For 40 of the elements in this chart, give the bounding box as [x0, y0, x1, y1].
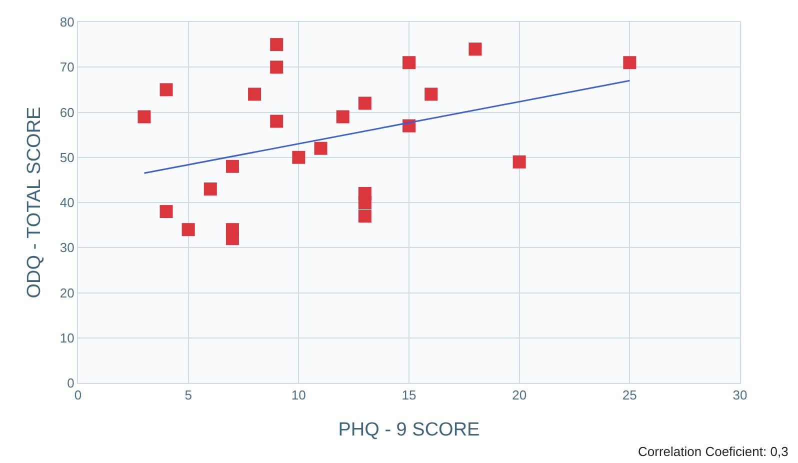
x-tick-label: 10 — [291, 388, 306, 403]
text: Correlation Coeficient: 0,3 — [638, 444, 788, 459]
point — [623, 56, 636, 70]
point — [160, 83, 173, 96]
point — [292, 150, 306, 164]
y-tick-label: 80 — [60, 14, 74, 30]
x-axis-title: PHQ - 9 SCORE — [338, 419, 480, 440]
point — [204, 182, 217, 196]
y-tick-label: 20 — [60, 285, 74, 300]
y-tick-label: 0 — [67, 376, 74, 391]
point — [358, 196, 372, 209]
point — [358, 96, 372, 110]
y-tick-label: 40 — [60, 195, 74, 210]
point — [138, 110, 151, 124]
point — [248, 88, 262, 101]
point — [314, 142, 328, 155]
y-axis-title: ODQ - TOTAL SCORE — [24, 106, 45, 298]
x-tick-label: 20 — [512, 388, 527, 403]
y-tick-label: 60 — [60, 104, 74, 120]
point — [182, 223, 195, 236]
point — [270, 114, 284, 128]
point — [512, 155, 526, 168]
x-tick-label: 15 — [402, 388, 416, 403]
point — [336, 110, 350, 124]
point — [270, 60, 284, 74]
point — [358, 210, 372, 223]
y-tick-label: 50 — [60, 150, 74, 165]
x-tick-label: 5 — [184, 388, 192, 403]
x-tick-label: 30 — [732, 388, 748, 403]
point — [424, 88, 438, 101]
point — [226, 232, 239, 246]
point — [468, 42, 482, 56]
y-tick-label: 30 — [60, 240, 74, 256]
point — [402, 56, 416, 70]
point — [270, 38, 284, 52]
y-tick-label: 70 — [60, 60, 74, 75]
point — [160, 205, 173, 218]
y-tick-label: 10 — [60, 330, 74, 346]
point — [226, 160, 239, 173]
x-tick-label: 25 — [622, 388, 637, 403]
